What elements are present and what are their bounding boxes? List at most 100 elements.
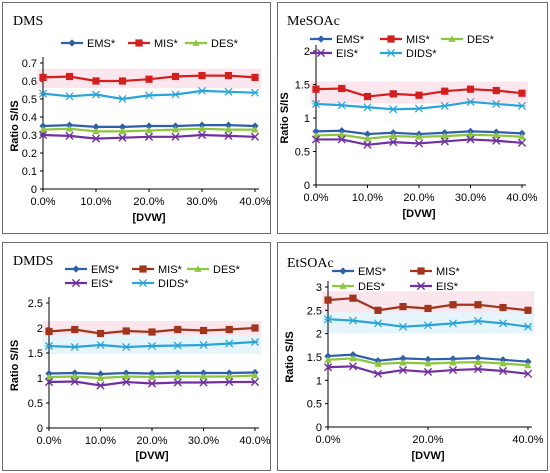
y-tick-label: 1.5 [28, 348, 43, 360]
y-tick-label: 0.3 [22, 130, 37, 142]
panel-title: MeSOAc [287, 14, 340, 29]
dms-line-chart: DMS 0 0.1 0.2 0.3 0.4 0.5 0.6 0.7 0.0% 10.0% 20.0% 3… [9, 14, 271, 224]
data-point-marker [44, 341, 54, 351]
data-point-marker [122, 342, 131, 352]
data-point-marker [250, 337, 260, 347]
data-point-marker [145, 75, 153, 83]
y-tick-label: 1 [37, 373, 43, 385]
chart-panel-etsoac: EtSOAc 0 0.5 1 1.5 2 2.5 3 0.0% 20.0% 40.0% [DVW] Ra… [277, 242, 548, 471]
legend-marker [448, 35, 456, 42]
data-point-marker [524, 306, 532, 314]
y-tick-label: 0 [316, 422, 322, 434]
y-tick-label: 0 [304, 180, 310, 192]
data-point-marker [523, 322, 533, 331]
data-point-marker [225, 377, 234, 387]
data-point-marker [65, 125, 74, 132]
y-tick-label: 1.5 [295, 80, 310, 92]
data-point-marker [118, 133, 127, 142]
data-point-marker [440, 101, 449, 110]
data-point-marker [399, 303, 407, 311]
y-tick-label: 0.5 [307, 399, 322, 411]
legend-label: EMS* [336, 34, 365, 46]
data-point-marker [324, 352, 332, 360]
data-point-marker [389, 132, 397, 139]
data-point-marker [349, 354, 357, 362]
data-point-marker [492, 131, 500, 139]
data-point-marker [118, 123, 127, 131]
x-tick-label: 0.0% [303, 192, 328, 204]
x-tick-label: 30.0% [455, 192, 486, 204]
data-point-marker [199, 326, 208, 335]
data-point-marker [423, 321, 433, 330]
y-tick-label: 0.5 [28, 398, 43, 410]
data-point-marker [389, 138, 398, 147]
y-tick-label: 1.5 [307, 352, 322, 364]
data-point-marker [118, 77, 127, 85]
data-point-marker [171, 126, 180, 133]
legend-label: DES* [358, 281, 386, 293]
x-tick-label: 10.0% [352, 192, 383, 204]
data-point-marker [440, 137, 449, 146]
x-tick-label: 20.0% [136, 435, 167, 447]
legend-label: EMS* [358, 266, 387, 278]
data-point-marker [466, 135, 475, 144]
data-point-marker [323, 363, 333, 372]
data-point-marker [224, 131, 233, 140]
x-tick-label: 0.0% [36, 435, 61, 447]
y-tick-label: 2.5 [28, 298, 43, 310]
legend-label: MIS* [406, 34, 431, 46]
x-tick-label: 10.0% [80, 196, 111, 208]
y-tick-label: 0.7 [22, 58, 37, 70]
data-point-marker [144, 91, 154, 100]
data-point-marker [148, 373, 156, 380]
data-point-marker [224, 121, 233, 129]
legend-marker [139, 265, 147, 273]
data-point-marker [312, 85, 320, 93]
data-point-marker [171, 132, 180, 141]
legend-marker [138, 278, 148, 288]
data-point-marker [122, 377, 131, 387]
data-point-marker [225, 372, 233, 380]
data-point-marker [45, 373, 53, 380]
legend-marker [386, 48, 396, 58]
data-point-marker [199, 378, 208, 387]
data-point-marker [424, 355, 432, 363]
data-point-marker [499, 359, 507, 367]
data-point-marker [414, 104, 424, 113]
data-point-marker [517, 101, 527, 110]
data-point-marker [251, 126, 259, 133]
data-point-marker [499, 356, 507, 364]
x-tick-label: 20.0% [133, 196, 164, 208]
data-point-marker [225, 325, 233, 334]
data-point-marker [415, 133, 423, 140]
series-highlight-band [43, 335, 261, 354]
data-point-marker [517, 138, 527, 147]
data-point-marker [363, 135, 372, 142]
data-point-marker [324, 296, 332, 304]
data-point-marker [374, 306, 382, 314]
data-point-marker [70, 377, 79, 386]
legend-label: MIS* [158, 264, 183, 276]
y-tick-label: 0 [37, 423, 43, 435]
data-point-marker [498, 366, 508, 376]
data-point-marker [398, 322, 408, 331]
y-axis-label: Ratio S/IS [284, 331, 296, 382]
x-tick-label: 0.0% [315, 434, 340, 446]
data-point-marker [198, 125, 206, 132]
data-point-marker [70, 342, 79, 352]
legend-marker [417, 267, 425, 275]
y-tick-label: 0.2 [22, 148, 37, 160]
data-point-marker [173, 378, 182, 387]
data-point-marker [449, 359, 457, 366]
data-point-marker [348, 362, 358, 371]
data-point-marker [473, 317, 483, 326]
data-point-marker [250, 88, 260, 97]
data-point-marker [65, 72, 74, 81]
data-point-marker [251, 324, 259, 332]
data-point-marker [363, 130, 372, 138]
data-point-marker [174, 325, 182, 334]
legend-marker [416, 281, 426, 291]
legend-marker [339, 267, 347, 275]
data-point-marker [448, 319, 458, 328]
